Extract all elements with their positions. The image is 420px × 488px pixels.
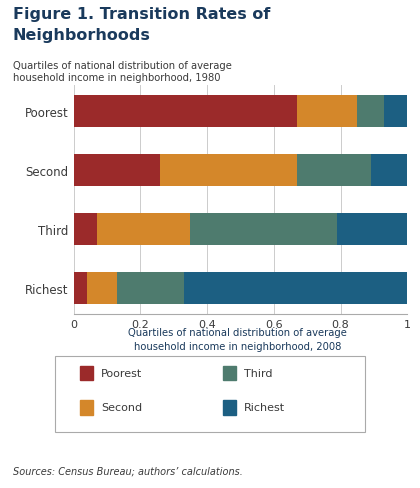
Bar: [337, 213, 407, 245]
Text: Quartiles of national distribution of average
household income in neighborhood, : Quartiles of national distribution of av…: [13, 61, 231, 82]
Bar: [371, 155, 407, 187]
Bar: [184, 272, 407, 305]
Bar: [117, 272, 184, 305]
Bar: [190, 213, 337, 245]
Bar: [74, 272, 87, 305]
Text: Poorest: Poorest: [101, 368, 142, 378]
Text: Richest: Richest: [244, 403, 285, 412]
Text: household income in neighborhood, 2008: household income in neighborhood, 2008: [134, 342, 341, 351]
Text: Figure 1. Transition Rates of: Figure 1. Transition Rates of: [13, 7, 270, 22]
Bar: [297, 155, 371, 187]
Bar: [74, 96, 297, 128]
Text: Neighborhoods: Neighborhoods: [13, 28, 150, 43]
Text: Sources: Census Bureau; authors’ calculations.: Sources: Census Bureau; authors’ calcula…: [13, 466, 242, 476]
Bar: [97, 213, 190, 245]
Bar: [384, 96, 407, 128]
Bar: [160, 155, 297, 187]
Bar: [74, 213, 97, 245]
Text: Second: Second: [101, 403, 142, 412]
Text: Third: Third: [244, 368, 272, 378]
Bar: [74, 155, 160, 187]
Text: Quartiles of national distribution of average: Quartiles of national distribution of av…: [128, 327, 347, 337]
Bar: [357, 96, 384, 128]
Bar: [297, 96, 357, 128]
Bar: [87, 272, 117, 305]
